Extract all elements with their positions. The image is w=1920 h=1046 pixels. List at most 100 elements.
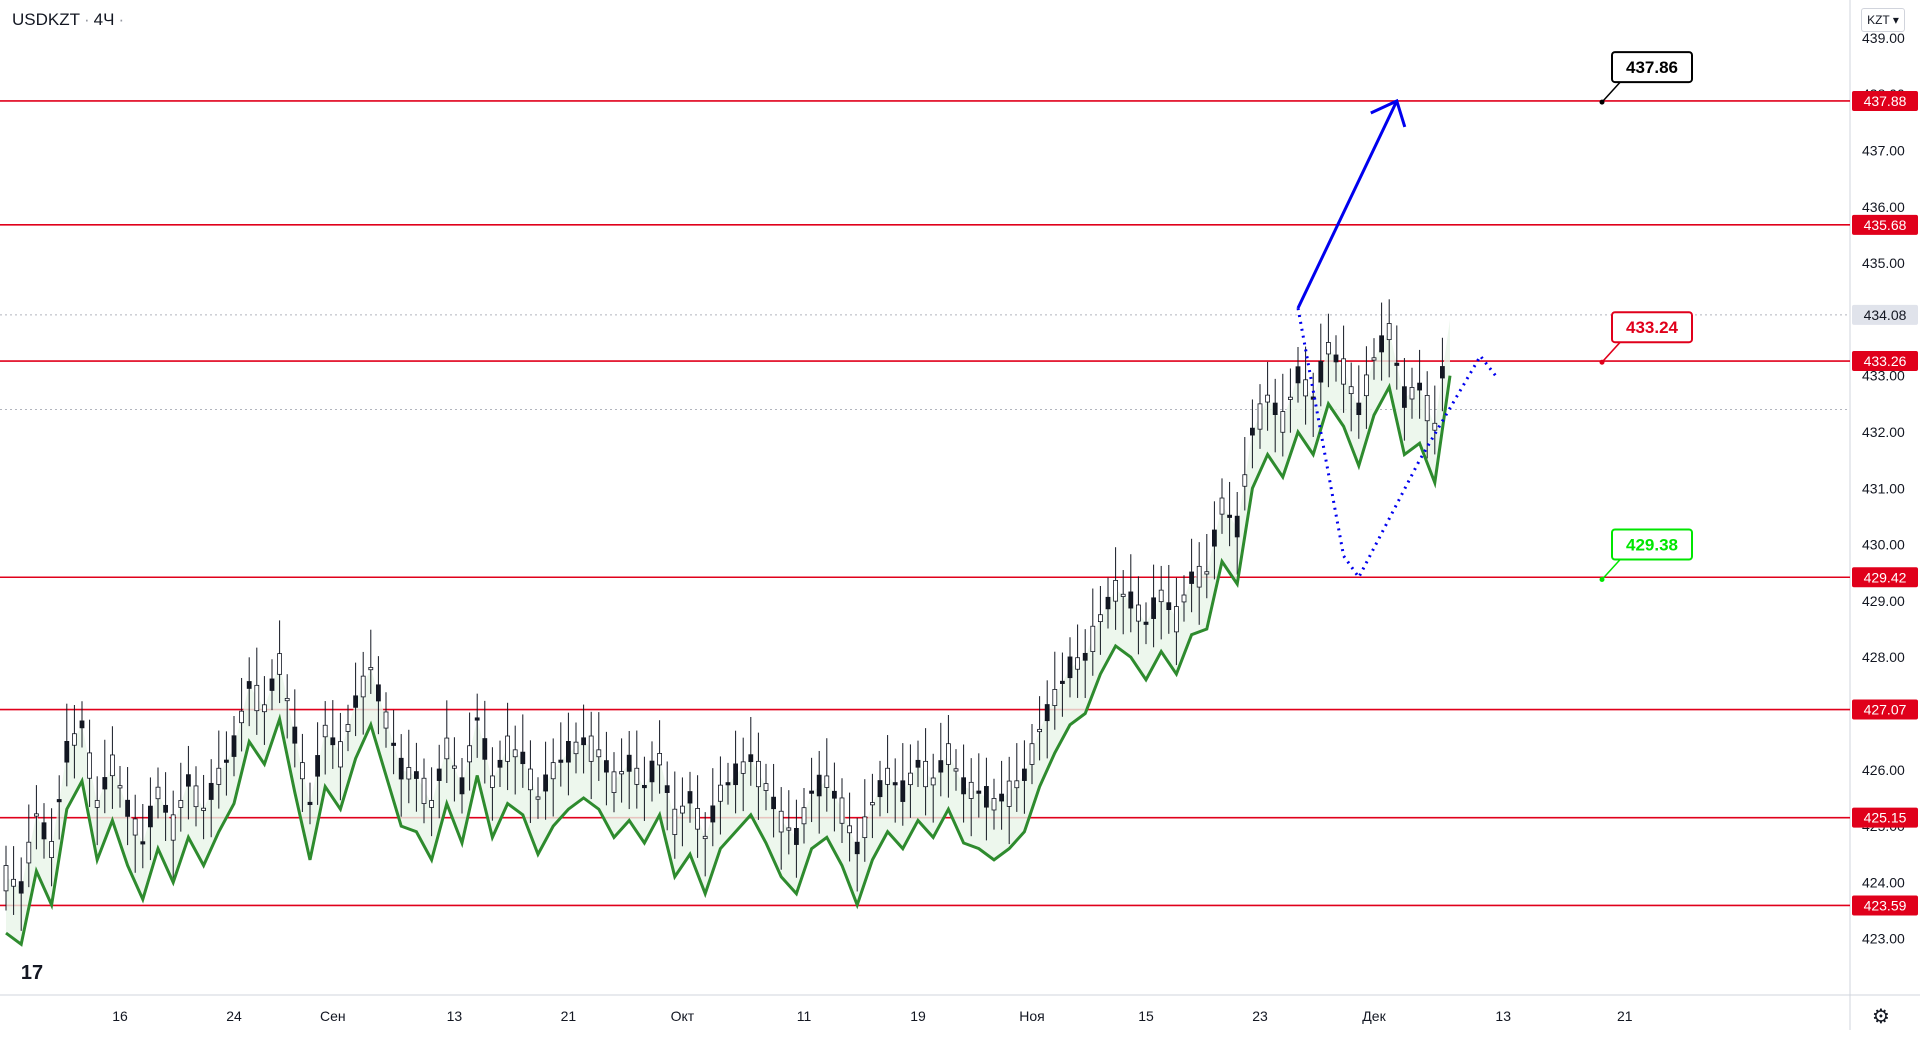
candle-body xyxy=(497,759,503,768)
candle-body xyxy=(892,782,898,786)
candle-body xyxy=(604,760,609,773)
candle-body xyxy=(756,760,761,788)
candle-body xyxy=(794,828,799,845)
level-price-label: 435.68 xyxy=(1864,217,1907,233)
level-price-label: 423.59 xyxy=(1864,897,1907,913)
candle-body xyxy=(512,749,518,758)
candle-body xyxy=(56,799,62,803)
candle-body xyxy=(1174,606,1179,633)
callout-box[interactable] xyxy=(1611,311,1693,344)
level-price-label: 425.15 xyxy=(1864,810,1907,826)
candle-body xyxy=(1379,335,1384,353)
gear-icon[interactable]: ⚙ xyxy=(1872,1006,1890,1028)
symbol-label[interactable]: USDKZT xyxy=(12,10,80,29)
candle-body xyxy=(870,802,875,806)
candle-body xyxy=(1440,366,1445,379)
y-tick-label: 428.00 xyxy=(1862,649,1905,665)
candle-body xyxy=(1219,497,1225,515)
candle-body xyxy=(102,777,108,790)
candle-body xyxy=(1326,342,1331,355)
callout-anchor xyxy=(1599,577,1605,583)
candle-body xyxy=(307,801,313,806)
candle-body xyxy=(1196,565,1202,588)
forecast-dotted-path[interactable] xyxy=(1296,307,1497,581)
candle-body xyxy=(41,822,47,840)
level-price-tag xyxy=(1852,807,1918,828)
candle-body xyxy=(550,762,556,780)
candle-body xyxy=(1386,323,1392,341)
callout-label: 433.24 xyxy=(1626,318,1679,337)
candle-body xyxy=(1029,743,1035,765)
candle-body xyxy=(1272,402,1278,415)
candle-body xyxy=(451,765,457,769)
candle-body xyxy=(1242,474,1248,487)
x-tick-label: Окт xyxy=(671,1008,695,1024)
x-tick-label: 13 xyxy=(447,1008,463,1024)
candle-body xyxy=(49,841,54,858)
candle-body xyxy=(1158,589,1164,603)
candle-body xyxy=(94,800,100,808)
candle-body xyxy=(201,807,207,811)
candle-body xyxy=(269,678,275,691)
candle-body xyxy=(1090,625,1096,652)
candle-body xyxy=(284,698,290,702)
level-price-tag xyxy=(1852,90,1918,111)
callout-box[interactable] xyxy=(1611,51,1693,84)
candle-body xyxy=(1128,591,1134,609)
callout-label: 437.86 xyxy=(1626,58,1678,77)
candle-body xyxy=(642,785,647,789)
candle-body xyxy=(18,881,24,894)
candle-body xyxy=(657,753,662,766)
x-tick-label: Сен xyxy=(320,1008,346,1024)
candle-body xyxy=(1014,780,1020,789)
candle-body xyxy=(330,737,336,746)
candle-body xyxy=(178,800,184,808)
callout-pointer xyxy=(1601,339,1623,363)
candle-body xyxy=(626,754,632,772)
candle-body xyxy=(87,752,92,779)
callout-pointer xyxy=(1601,79,1623,103)
x-tick-label: Дек xyxy=(1362,1008,1386,1024)
candle-body xyxy=(185,774,191,787)
tradingview-logo-icon[interactable]: 17 xyxy=(10,958,54,988)
candle-body xyxy=(984,786,989,808)
callout-box[interactable] xyxy=(1611,528,1693,561)
candle-body xyxy=(680,805,685,814)
candle-body xyxy=(1113,580,1118,602)
interval-label[interactable]: 4Ч xyxy=(93,10,115,29)
candle-body xyxy=(391,742,397,746)
candle-body xyxy=(193,785,199,808)
x-tick-label: 21 xyxy=(561,1008,577,1024)
callout-label: 429.38 xyxy=(1626,536,1678,555)
candle-body xyxy=(505,735,511,762)
candle-body xyxy=(1402,386,1407,408)
candle-body xyxy=(634,767,640,785)
candle-body xyxy=(1356,402,1362,415)
candle-body xyxy=(474,717,480,721)
candle-body xyxy=(444,737,450,760)
candle-body xyxy=(1371,357,1377,361)
candle-body xyxy=(809,790,814,794)
candle-body xyxy=(824,775,830,788)
uptrend-line xyxy=(5,375,1452,947)
candle-body xyxy=(1151,597,1156,619)
candle-body xyxy=(1105,596,1111,610)
candle-body xyxy=(375,684,381,702)
forecast-arrow[interactable] xyxy=(1296,100,1399,309)
candle-body xyxy=(482,738,488,760)
forecast-arrow-head xyxy=(1370,98,1407,128)
candle-body xyxy=(581,737,586,746)
candle-body xyxy=(421,777,427,804)
candle-body xyxy=(1348,386,1354,395)
currency-label: KZT xyxy=(1867,13,1890,27)
candle-body xyxy=(771,796,776,810)
candle-body xyxy=(1364,374,1369,397)
candle-body xyxy=(718,784,723,802)
candle-body xyxy=(246,681,252,689)
candle-body xyxy=(854,841,860,855)
candle-body xyxy=(619,771,624,775)
y-tick-label: 435.00 xyxy=(1862,255,1905,271)
currency-dropdown[interactable]: KZT ▾ xyxy=(1861,8,1905,32)
candle-body xyxy=(1136,604,1141,622)
